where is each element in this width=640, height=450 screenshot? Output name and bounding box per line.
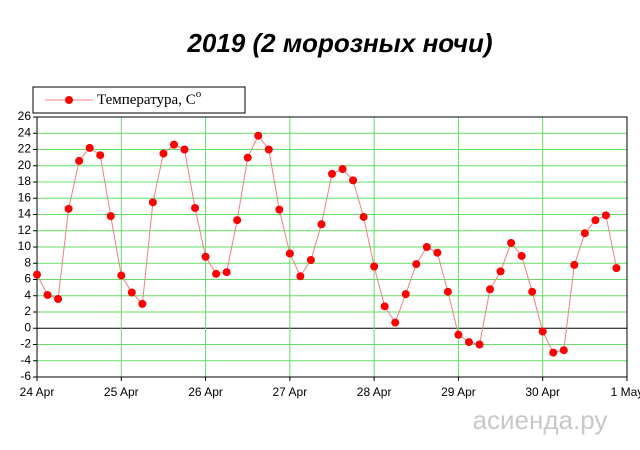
- data-point: [454, 330, 463, 339]
- x-tick-label: 1 May: [611, 385, 640, 399]
- series-line: [36, 134, 617, 354]
- data-point: [443, 287, 452, 296]
- data-point: [138, 299, 147, 308]
- y-tick-label: 12: [18, 223, 32, 237]
- data-point: [507, 238, 516, 247]
- data-point: [201, 252, 210, 261]
- legend-sup: o: [196, 88, 202, 100]
- x-tick-label: 29 Apr: [441, 385, 476, 399]
- y-tick-label: 24: [18, 125, 32, 139]
- y-tick-label: 0: [24, 320, 31, 334]
- data-point: [306, 256, 315, 264]
- data-point: [75, 156, 84, 165]
- data-point: [159, 149, 168, 158]
- data-point: [601, 211, 610, 220]
- data-point: [496, 267, 505, 276]
- data-point: [433, 248, 442, 257]
- data-point: [33, 270, 41, 279]
- data-point: [317, 220, 326, 229]
- x-tick-label: 24 Apr: [20, 385, 55, 399]
- data-point: [254, 131, 263, 140]
- data-point: [43, 290, 52, 299]
- chart-title: 2019 (2 морозных ночи): [186, 28, 492, 58]
- data-point: [64, 204, 73, 213]
- data-point: [243, 153, 252, 162]
- data-point: [296, 272, 305, 281]
- x-tick-label: 26 Apr: [188, 385, 223, 399]
- y-tick-label: -6: [20, 369, 31, 383]
- data-point: [422, 243, 431, 251]
- data-point: [233, 216, 242, 225]
- y-tick-label: 6: [24, 272, 31, 286]
- data-point: [328, 169, 336, 178]
- data-point: [412, 260, 421, 269]
- data-point: [169, 140, 178, 149]
- x-tick-label: 27 Apr: [273, 385, 308, 399]
- data-point: [370, 262, 379, 271]
- y-tick-label: 8: [24, 255, 31, 269]
- data-point: [359, 212, 368, 221]
- x-tick-label: 28 Apr: [357, 385, 392, 399]
- data-point: [528, 287, 537, 296]
- data-point: [54, 295, 63, 303]
- x-tick-label: 30 Apr: [525, 385, 560, 399]
- y-tick-label: 4: [24, 288, 31, 302]
- data-point: [538, 327, 547, 336]
- data-point: [464, 338, 473, 347]
- data-point: [475, 340, 484, 349]
- data-point: [180, 145, 189, 154]
- y-tick-label: -2: [20, 337, 31, 351]
- data-point: [85, 143, 94, 152]
- y-tick-label: 20: [18, 158, 32, 172]
- data-point: [338, 165, 347, 173]
- data-point: [486, 285, 495, 294]
- data-point: [191, 204, 200, 212]
- data-point: [106, 212, 115, 221]
- data-point: [549, 348, 558, 357]
- data-point: [127, 288, 136, 297]
- legend-text: Температура, C: [97, 92, 196, 108]
- y-tick-label: 14: [18, 207, 32, 221]
- data-point: [517, 251, 526, 260]
- data-point: [96, 151, 105, 160]
- y-tick-label: -4: [20, 353, 31, 367]
- data-point: [612, 264, 621, 273]
- x-tick-label: 25 Apr: [104, 385, 139, 399]
- data-point: [222, 268, 231, 277]
- data-point: [391, 318, 400, 327]
- data-point: [580, 229, 589, 238]
- data-point: [117, 271, 126, 280]
- data-point: [212, 269, 221, 278]
- y-tick-label: 26: [18, 109, 32, 123]
- y-tick-label: 16: [18, 190, 32, 204]
- data-point: [148, 198, 157, 207]
- data-point: [401, 290, 410, 299]
- y-tick-label: 2: [24, 304, 31, 318]
- data-point: [285, 249, 294, 258]
- y-tick-label: 10: [18, 239, 32, 253]
- y-tick-label: 22: [18, 142, 32, 156]
- data-point: [349, 176, 358, 185]
- data-point: [275, 205, 284, 214]
- legend-marker: [65, 96, 73, 104]
- watermark: асиенда.ру: [473, 405, 608, 435]
- data-point: [570, 260, 579, 269]
- data-point: [591, 216, 600, 225]
- y-tick-label: 18: [18, 174, 32, 188]
- data-point: [380, 302, 389, 311]
- plot-frame: [36, 116, 628, 378]
- data-point: [264, 145, 273, 154]
- data-point: [559, 346, 568, 355]
- legend-label: Температура, Co: [97, 88, 202, 109]
